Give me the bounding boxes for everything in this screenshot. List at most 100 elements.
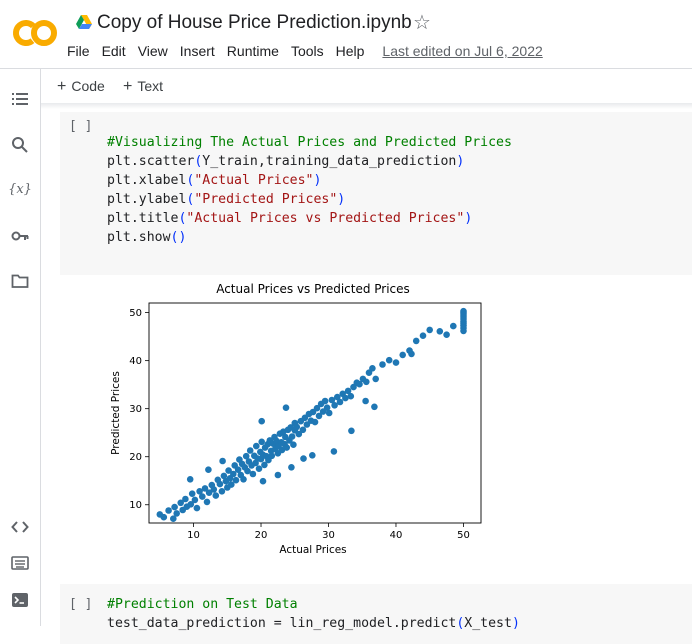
- menu-insert[interactable]: Insert: [179, 43, 215, 59]
- add-code-label: Code: [71, 78, 105, 94]
- menu-edit[interactable]: Edit: [101, 43, 126, 59]
- code-token: (: [186, 192, 195, 207]
- menu-view[interactable]: View: [137, 43, 168, 59]
- last-edited-link[interactable]: Last edited on Jul 6, 2022: [382, 43, 543, 59]
- code-token: "Predicted Prices": [194, 192, 338, 207]
- x-tick-label: 30: [322, 530, 335, 541]
- scatter-point: [344, 387, 352, 395]
- search-icon[interactable]: [10, 135, 30, 155]
- folder-icon[interactable]: [10, 271, 30, 291]
- scatter-point: [392, 359, 400, 366]
- scatter-point: [372, 375, 380, 383]
- scatter-point: [348, 427, 355, 435]
- code-token: plt.scatter: [107, 154, 195, 169]
- scatter-point: [356, 380, 363, 388]
- scatter-point: [193, 504, 201, 512]
- scatter-point: [311, 418, 319, 426]
- scatter-point: [244, 467, 251, 475]
- scatter-point: [334, 393, 341, 401]
- code-token: test_data_prediction = lin_reg_model.pre…: [107, 616, 457, 631]
- scatter-point: [187, 501, 195, 508]
- notebook-title[interactable]: Copy of House Price Prediction.ipynb: [97, 12, 412, 33]
- command-palette-icon[interactable]: [10, 553, 30, 573]
- code-snippets-icon[interactable]: [10, 517, 30, 537]
- code-token: (: [456, 616, 465, 631]
- scatter-point: [379, 361, 386, 368]
- scatter-point: [331, 402, 338, 409]
- y-tick-label: 20: [129, 452, 142, 463]
- scatter-point: [290, 441, 297, 448]
- code-token: "Actual Prices vs Predicted Prices": [186, 211, 465, 226]
- menu-runtime[interactable]: Runtime: [226, 43, 279, 59]
- scatter-point: [234, 466, 242, 473]
- add-text-button[interactable]: + Text: [123, 78, 163, 96]
- scatter-point: [371, 403, 378, 411]
- top-bar: Copy of House Price Prediction.ipynb ☆ F…: [0, 0, 692, 69]
- code-line: plt.scatter(Y_train,training_data_predic…: [107, 152, 512, 171]
- code-token: (: [194, 154, 203, 169]
- scatter-point: [240, 476, 247, 483]
- add-code-button[interactable]: + Code: [57, 78, 105, 96]
- plot-frame: [148, 302, 482, 524]
- scatter-point: [363, 378, 370, 386]
- scatter-point: [205, 489, 213, 496]
- menu-help[interactable]: Help: [335, 43, 365, 59]
- scatter-point: [336, 398, 344, 406]
- colab-logo[interactable]: [12, 18, 58, 48]
- scatter-point: [188, 490, 196, 497]
- scatter-point: [220, 472, 228, 480]
- notebook-toolbar: + Code + Text: [41, 69, 692, 103]
- scatter-point: [460, 307, 467, 315]
- code-line: plt.xlabel("Actual Prices"): [107, 171, 512, 190]
- scatter-point: [288, 464, 295, 471]
- y-tick-label: 50: [129, 308, 142, 319]
- scatter-point: [232, 476, 240, 484]
- menu-file[interactable]: File: [67, 43, 90, 59]
- scatter-point: [426, 326, 434, 334]
- scatter-point: [313, 404, 321, 412]
- scatter-point: [258, 417, 265, 425]
- code-cell[interactable]: [ ] #Prediction on Test Data test_data_pr…: [60, 584, 692, 644]
- toolbar-shadow: [41, 103, 692, 109]
- scatter-point: [261, 461, 268, 469]
- left-sidebar: {x}: [0, 69, 41, 626]
- key-icon[interactable]: [10, 226, 30, 246]
- code-line: plt.show(): [107, 228, 512, 247]
- scatter-point: [201, 485, 209, 492]
- x-tick-label: 50: [457, 530, 470, 541]
- terminal-icon[interactable]: [10, 590, 30, 610]
- scatter-point: [259, 477, 267, 485]
- code-line: #Prediction on Test Data: [107, 595, 520, 614]
- scatter-point: [419, 332, 427, 339]
- scatter-point: [246, 447, 254, 454]
- run-cell-button[interactable]: [ ]: [69, 119, 93, 134]
- code-token: Y_train,training_data_prediction: [202, 154, 457, 169]
- scatter-point: [282, 404, 290, 411]
- x-tick-label: 20: [255, 530, 268, 541]
- scatter-point: [225, 467, 232, 474]
- scatter-point: [170, 515, 177, 522]
- scatter-point: [203, 498, 211, 506]
- scatter-point: [325, 409, 333, 417]
- star-icon[interactable]: ☆: [413, 12, 431, 34]
- code-editor[interactable]: #Prediction on Test Data test_data_predic…: [107, 595, 520, 633]
- scatter-point: [165, 507, 172, 514]
- code-cell[interactable]: [ ] #Visualizing The Actual Prices and P…: [60, 112, 692, 275]
- table-of-contents-icon[interactable]: [10, 89, 30, 109]
- menu-bar: File Edit View Insert Runtime Tools Help…: [62, 43, 550, 59]
- scatter-point: [253, 442, 260, 450]
- scatter-point: [347, 392, 355, 400]
- run-cell-button[interactable]: [ ]: [69, 597, 93, 612]
- code-token: ): [337, 192, 346, 207]
- scatter-point: [268, 452, 276, 460]
- code-editor[interactable]: #Visualizing The Actual Prices and Predi…: [107, 133, 512, 247]
- menu-tools[interactable]: Tools: [290, 43, 324, 59]
- scatter-point: [342, 394, 349, 402]
- scatter-point: [173, 510, 180, 517]
- scatter-point: [321, 397, 329, 405]
- scatter-point: [191, 496, 199, 504]
- y-tick-label: 30: [129, 404, 142, 415]
- scatter-point: [212, 492, 220, 499]
- variables-icon[interactable]: {x}: [8, 181, 32, 197]
- code-token: (): [170, 230, 187, 245]
